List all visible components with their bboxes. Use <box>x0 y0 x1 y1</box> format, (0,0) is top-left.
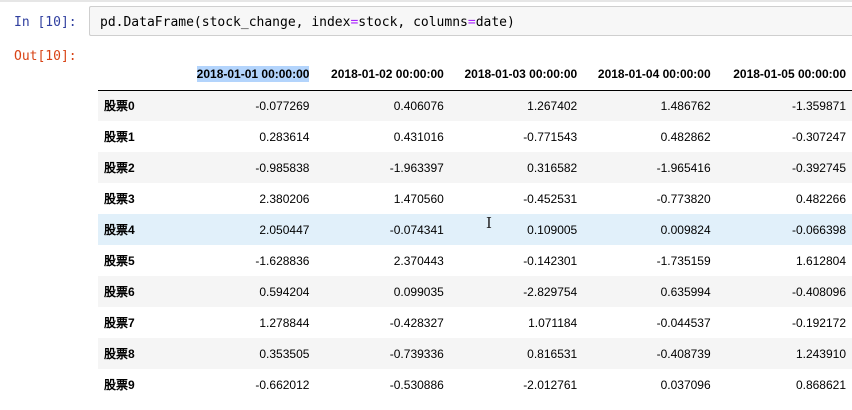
column-header: 2018-01-02 00:00:00 <box>315 58 450 91</box>
table-cell: -1.359871 <box>791 98 846 113</box>
table-cell: 0.009824 <box>660 222 711 237</box>
table-cell: -0.739336 <box>389 346 444 361</box>
table-cell: -1.963397 <box>389 160 444 175</box>
table-cell: -0.428327 <box>389 315 444 330</box>
table-row: 股票2 -0.985838 -1.963397 0.316582 -1.965416 -0… <box>98 152 852 183</box>
table-cell: -0.066398 <box>791 222 846 237</box>
table-cell: -0.773820 <box>656 191 711 206</box>
table-cell: -2.012761 <box>523 377 578 392</box>
table-cell: -0.408739 <box>656 346 711 361</box>
row-index-label: 股票9 <box>104 378 135 392</box>
table-cell: 0.868621 <box>795 377 846 392</box>
table-row: 股票9 -0.662012 -0.530886 -2.012761 0.037096 0.… <box>98 369 852 400</box>
table-cell: -0.771543 <box>523 129 578 144</box>
row-index-label: 股票2 <box>104 161 135 175</box>
code-token: stock, columns <box>358 15 468 30</box>
row-index-label: 股票0 <box>104 99 135 114</box>
table-cell: 0.037096 <box>660 377 711 392</box>
table-row: 股票5 -1.628836 2.370443 -0.142301 -1.735159 1.… <box>98 245 852 276</box>
table-cell: -0.044537 <box>656 315 711 330</box>
table-cell: 1.071184 <box>528 315 578 330</box>
table-row: 股票6 0.594204 0.099035 -2.829754 0.635994 -0.4… <box>98 276 852 307</box>
table-cell: 1.267402 <box>527 98 578 113</box>
table-row: 股票7 1.278844 -0.428327 1.071184 -0.044537 -0.… <box>98 307 852 338</box>
table-row: 股票0 -0.077269 0.406076 1.267402 1.486762 -1.3… <box>98 90 852 121</box>
table-cell: -1.735159 <box>656 253 711 268</box>
table-cell: -0.985838 <box>255 160 310 175</box>
table-cell: -0.307247 <box>791 129 846 144</box>
table-cell: 0.594204 <box>259 284 310 299</box>
column-header: 2018-01-04 00:00:00 <box>583 58 717 91</box>
table-cell: 0.406076 <box>393 98 444 113</box>
table-cell: -0.392745 <box>791 160 846 175</box>
table-cell: 0.109005 <box>527 222 578 237</box>
text-cursor-icon: I <box>486 214 492 232</box>
table-cell: 0.635994 <box>660 284 711 299</box>
row-index-label: 股票5 <box>104 254 135 268</box>
table-cell: 0.353505 <box>259 346 310 361</box>
table-row: 股票3 2.380206 1.470560 -0.452531 -0.773820 0.4… <box>98 183 852 214</box>
row-index-label: 股票6 <box>104 285 135 299</box>
table-cell: 0.431016 <box>393 129 444 144</box>
table-cell: 0.816531 <box>527 346 578 361</box>
table-cell: 1.612804 <box>795 253 846 268</box>
column-header: 2018-01-03 00:00:00 <box>449 58 584 91</box>
table-cell: -0.452531 <box>523 191 578 206</box>
table-row: 股票1 0.283614 0.431016 -0.771543 0.482862 -0.3… <box>98 121 852 152</box>
table-cell: -2.829754 <box>523 284 578 299</box>
table-cell: -0.074341 <box>389 222 444 237</box>
code-token: pd.DataFrame(stock_change, index <box>100 15 351 30</box>
table-cell: 1.243910 <box>795 346 846 361</box>
row-index-label: 股票4 <box>104 223 135 237</box>
code-operator: = <box>467 15 476 30</box>
table-row: 股票4 2.050447 -0.074341 0.109005 0.009824 -0.0… <box>98 214 852 245</box>
row-index-label: 股票8 <box>104 347 135 361</box>
table-cell: -1.628836 <box>255 253 310 268</box>
table-cell: -1.965416 <box>656 160 711 175</box>
table-cell: -0.192172 <box>791 315 846 330</box>
row-index-label: 股票7 <box>104 316 135 330</box>
table-cell: 1.470560 <box>393 191 444 206</box>
table-cell: 0.283614 <box>259 129 310 144</box>
table-row: 股票8 0.353505 -0.739336 0.816531 -0.408739 1.2… <box>98 338 852 369</box>
table-cell: 0.316582 <box>527 160 578 175</box>
code-token: date) <box>475 15 515 30</box>
table-cell: 1.278844 <box>259 315 310 330</box>
input-prompt: In [10]: <box>14 15 77 30</box>
table-cell: 0.099035 <box>393 284 444 299</box>
table-cell: -0.530886 <box>389 377 444 392</box>
row-index-label: 股票3 <box>104 192 135 206</box>
table-cell: 0.482266 <box>795 191 846 206</box>
table-cell: -0.408096 <box>791 284 846 299</box>
table-cell: 2.050447 <box>259 222 310 237</box>
code-operator: = <box>350 15 359 30</box>
code-cell-editor[interactable]: pd.DataFrame(stock_change, index=stock, … <box>89 6 852 36</box>
column-header: 2018-01-05 00:00:00 <box>716 58 852 91</box>
table-cell: -0.077269 <box>255 98 310 113</box>
table-cell: 2.380206 <box>259 191 310 206</box>
header-row: 2018-01-01 00:00:00 2018-01-02 00:00:00 … <box>98 58 852 91</box>
column-header: 2018-01-01 00:00:00 <box>140 58 316 91</box>
index-header <box>98 58 141 91</box>
table-cell: 2.370443 <box>393 253 444 268</box>
table-cell: -0.662012 <box>255 377 310 392</box>
notebook-top-edge <box>0 0 852 2</box>
dataframe-table: 2018-01-01 00:00:00 2018-01-02 00:00:00 … <box>98 58 852 400</box>
selected-text: 2018-01-01 00:00:00 <box>196 65 310 82</box>
table-cell: -0.142301 <box>523 253 578 268</box>
output-prompt: Out[10]: <box>14 49 77 64</box>
row-index-label: 股票1 <box>104 130 135 144</box>
table-cell: 1.486762 <box>660 98 711 113</box>
code-line[interactable]: pd.DataFrame(stock_change, index=stock, … <box>100 15 515 30</box>
table-cell: 0.482862 <box>660 129 711 144</box>
